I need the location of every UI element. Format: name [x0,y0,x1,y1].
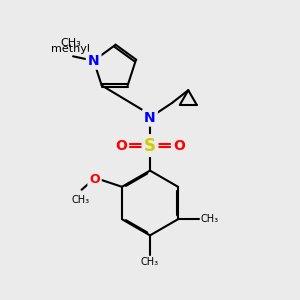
Text: N: N [144,111,156,124]
Text: N: N [88,54,100,68]
Text: methyl: methyl [52,44,91,54]
Text: N: N [88,54,100,68]
Text: CH₃: CH₃ [201,214,219,224]
Text: S: S [144,136,156,154]
Text: CH₃: CH₃ [141,257,159,268]
Text: S: S [144,136,156,154]
Text: O: O [173,139,185,153]
Text: O: O [173,139,185,153]
Text: CH₃: CH₃ [71,195,89,205]
Text: O: O [115,139,127,153]
Text: CH₃: CH₃ [61,38,81,48]
Text: N: N [144,111,156,124]
Text: O: O [89,173,100,186]
Text: O: O [115,139,127,153]
Text: O: O [89,173,100,186]
